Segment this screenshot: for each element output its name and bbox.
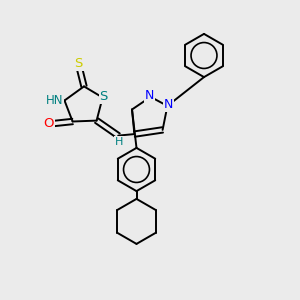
Text: HN: HN [46,94,63,107]
Text: O: O [43,117,53,130]
Text: N: N [145,88,154,102]
Text: H: H [115,137,124,147]
Text: S: S [74,57,83,70]
Text: S: S [100,90,108,103]
Text: N: N [164,98,173,111]
